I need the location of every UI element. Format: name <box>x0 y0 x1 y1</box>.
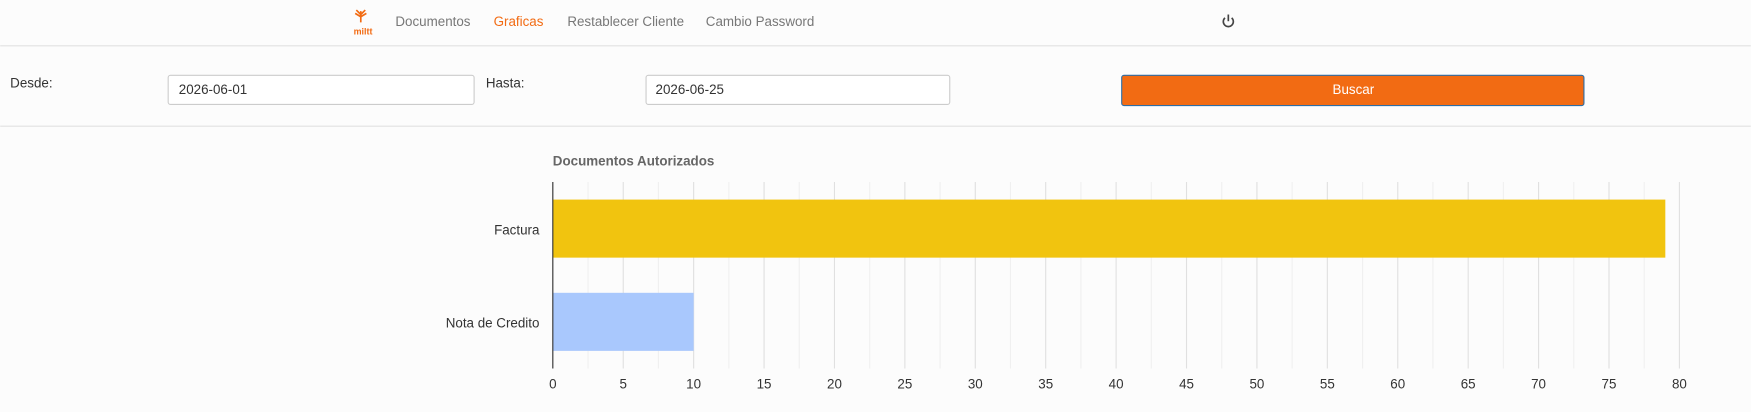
desde-value: 2026-06-01 <box>179 82 247 97</box>
power-arc <box>1222 17 1235 28</box>
chart: 0 5 10 15 20 25 30 35 40 45 50 55 60 65 70 75 80 Factura N… <box>446 181 1687 392</box>
logo-text[interactable]: miltt <box>354 27 373 37</box>
x-tick-label: 35 <box>1038 377 1053 392</box>
desde-label: Desde: <box>10 75 52 90</box>
hasta-label: Hasta: <box>486 75 525 90</box>
nav-link[interactable]: Restablecer Cliente <box>567 14 684 29</box>
x-tick-label: 10 <box>686 377 701 392</box>
hasta-value: 2026-06-25 <box>656 82 724 97</box>
y-tick-label: Factura <box>494 222 540 237</box>
bar <box>552 292 694 351</box>
logo-icon <box>354 9 367 23</box>
nav-links: Documentos Graficas Restablecer Cliente Cam… <box>395 14 814 29</box>
nav-link[interactable]: Graficas <box>494 14 544 29</box>
x-tick-label: 5 <box>620 377 627 392</box>
x-tick-label: 0 <box>549 377 556 392</box>
x-tick-label: 55 <box>1320 377 1335 392</box>
x-tick-label: 40 <box>1109 377 1124 392</box>
x-tick-label: 30 <box>968 377 983 392</box>
y-tick-label: Nota de Credito <box>446 316 540 331</box>
x-tick-label: 80 <box>1672 377 1687 392</box>
hasta-input[interactable] <box>645 74 951 105</box>
x-tick-label: 45 <box>1179 377 1194 392</box>
chart-title: Documentos Autorizados <box>553 153 715 168</box>
x-tick-label: 75 <box>1602 377 1617 392</box>
buscar-button[interactable] <box>1121 74 1585 107</box>
buscar-label: Buscar <box>1333 82 1375 97</box>
nav-link[interactable]: Documentos <box>395 14 470 29</box>
x-tick-label: 25 <box>897 377 912 392</box>
power-icon[interactable] <box>1222 14 1235 28</box>
x-tick-label: 65 <box>1461 377 1476 392</box>
x-tick-label: 15 <box>757 377 772 392</box>
x-tick-label: 20 <box>827 377 842 392</box>
x-tick-label: 70 <box>1531 377 1546 392</box>
desde-input[interactable] <box>167 74 475 105</box>
x-tick-label: 60 <box>1390 377 1405 392</box>
x-tick-label: 50 <box>1249 377 1264 392</box>
bar <box>552 199 1666 258</box>
nav-link[interactable]: Cambio Password <box>706 14 815 29</box>
